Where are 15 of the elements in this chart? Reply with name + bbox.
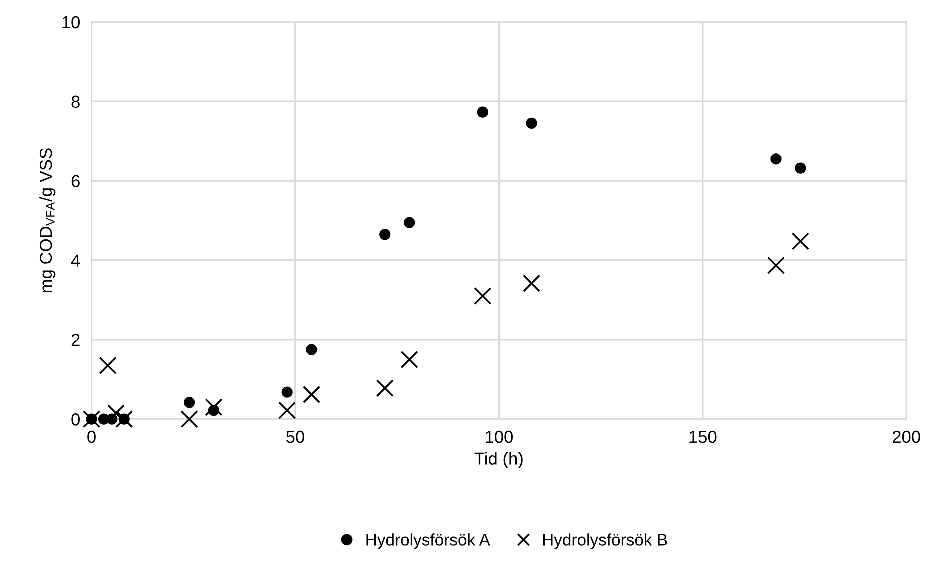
x-tick-label: 100	[486, 430, 513, 444]
legend-label: Hydrolysförsök A	[366, 534, 490, 550]
x-tick-label: 200	[893, 430, 920, 444]
x-tick-label: 150	[690, 430, 717, 444]
y-axis-title: mg COD$_{VFA}$/g VSS	[39, 148, 56, 293]
y-tick-label: 2	[72, 334, 80, 346]
y-tick-label: 0	[72, 414, 80, 426]
y-tick-label: 4	[71, 254, 80, 267]
y-tick-label: 6	[72, 175, 80, 188]
x-tick-label: 50	[286, 430, 304, 444]
x-axis-title: Tid (h)	[474, 452, 523, 468]
y-tick-label: 10	[62, 16, 80, 29]
y-tick-label: 8	[72, 96, 80, 108]
x-tick-label: 0	[88, 430, 96, 444]
legend-label: Hydrolysförsök B	[543, 534, 668, 550]
